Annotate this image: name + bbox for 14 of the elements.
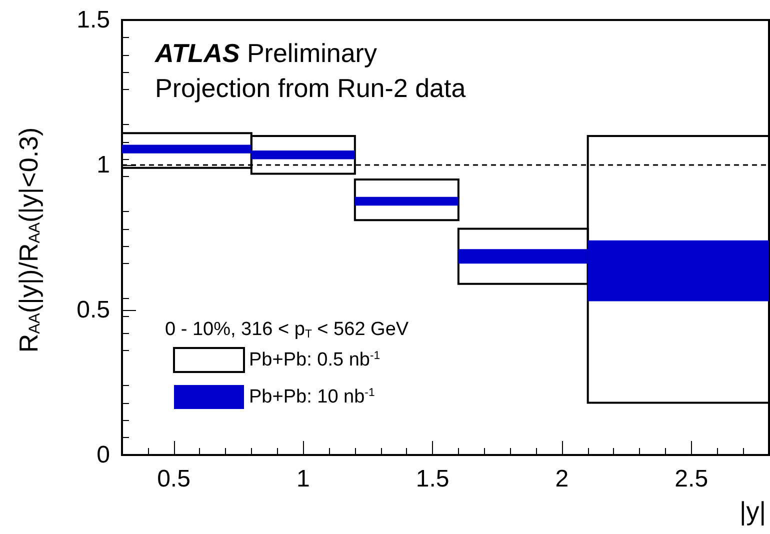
y-tick-label: 1 (96, 152, 110, 178)
y-tick-label: 0 (96, 442, 110, 468)
annotation: Projection from Run-2 data (155, 73, 466, 103)
x-tick-label: 2 (555, 466, 569, 492)
x-tick-label: 1 (296, 466, 310, 492)
annotation: ATLAS Preliminary (154, 38, 377, 68)
x-axis-title: |y| (739, 496, 766, 526)
y-tick-label: 1.5 (76, 6, 110, 34)
x-tick-label: 0.5 (157, 466, 190, 492)
y-tick-label: 0.5 (76, 296, 110, 324)
y-axis-title: RAA(|y|)/RAA(|y|<0.3) (14, 127, 44, 353)
annotation: 0 - 10%, 316 < pT < 562 GeV (165, 319, 409, 340)
x-tick-label: 2.5 (674, 466, 708, 492)
x-tick-label: 1.5 (416, 466, 450, 492)
